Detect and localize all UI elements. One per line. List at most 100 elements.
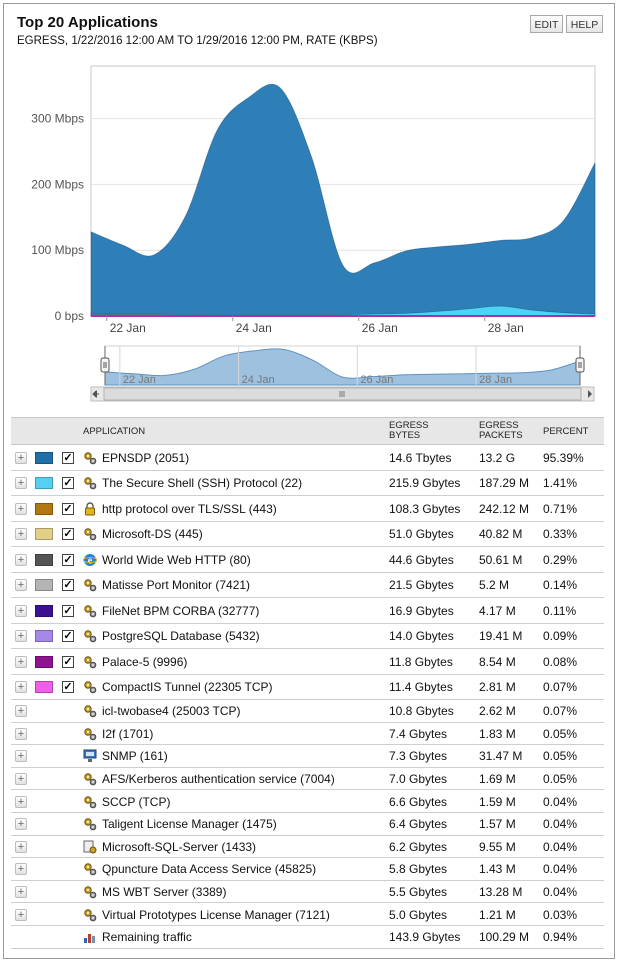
expand-row-button[interactable]: +: [15, 908, 27, 921]
table-row[interactable]: + icl-twobase4 (25003 TCP) 10.8 Gbytes 2.62…: [11, 700, 604, 723]
table-row[interactable]: + AFS/Kerberos authentication service (70…: [11, 768, 604, 791]
table-row[interactable]: + ✓ e World Wide Web HTTP (80) 44.6 Gbytes 50…: [11, 547, 604, 573]
expand-row-button[interactable]: +: [15, 655, 27, 668]
series-color-swatch[interactable]: [35, 451, 53, 464]
application-name[interactable]: The Secure Shell (SSH) Protocol (22): [102, 476, 303, 491]
series-color-swatch[interactable]: [35, 477, 53, 490]
help-button[interactable]: HELP: [566, 15, 603, 33]
table-row[interactable]: + SNMP (161) 7.3 Gbytes 31.47 M 0.05%: [11, 745, 604, 768]
percent: 0.14%: [543, 578, 578, 593]
series-visibility-checkbox[interactable]: ✓: [62, 655, 74, 668]
series-color-swatch[interactable]: [35, 579, 53, 592]
table-row[interactable]: + ✓ Palace-5 (9996) 11.8 Gbytes 8.54 M 0.08%: [11, 649, 604, 675]
series-visibility-checkbox[interactable]: ✓: [62, 528, 74, 541]
application-name[interactable]: Qpuncture Data Access Service (45825): [102, 862, 317, 877]
series-visibility-checkbox[interactable]: ✓: [62, 681, 74, 694]
expand-row-button[interactable]: +: [15, 773, 27, 786]
table-row[interactable]: + ✓ Matisse Port Monitor (7421) 21.5 Gbytes…: [11, 573, 604, 598]
table-row[interactable]: + ✓ PostgreSQL Database (5432) 14.0 Gbytes 1…: [11, 624, 604, 649]
table-row[interactable]: + ✓ EPNSDP (2051) 14.6 Tbytes 13.2 G 95.39%: [11, 445, 604, 471]
table-row[interactable]: + Virtual Prototypes License Manager (712…: [11, 903, 604, 926]
navigator-tick-label: 24 Jan: [242, 374, 275, 386]
expand-row-button[interactable]: +: [15, 630, 27, 643]
expand-row-button[interactable]: +: [15, 528, 27, 541]
expand-row-button[interactable]: +: [15, 818, 27, 831]
remaining-traffic-row[interactable]: Remaining traffic 143.9 Gbytes 100.29 M 0.9…: [11, 926, 604, 949]
series-color-swatch[interactable]: [35, 630, 53, 643]
table-row[interactable]: + ✓ The Secure Shell (SSH) Protocol (22) 21…: [11, 471, 604, 496]
application-name[interactable]: MS WBT Server (3389): [102, 885, 227, 900]
table-row[interactable]: + ✓ Microsoft-DS (445) 51.0 Gbytes 40.82 M 0.…: [11, 522, 604, 547]
navigator-handle-right[interactable]: [575, 357, 585, 373]
application-name[interactable]: I2f (1701): [102, 726, 154, 741]
application-name[interactable]: SNMP (161): [102, 749, 168, 764]
application-name[interactable]: Matisse Port Monitor (7421): [102, 578, 251, 593]
application-name[interactable]: EPNSDP (2051): [102, 450, 190, 465]
expand-row-button[interactable]: +: [15, 886, 27, 899]
series-color-swatch[interactable]: [35, 681, 53, 694]
col-header-percent[interactable]: PERCENT: [543, 426, 589, 437]
expand-row-button[interactable]: +: [15, 451, 27, 464]
edit-button[interactable]: EDIT: [530, 15, 563, 33]
application-name[interactable]: icl-twobase4 (25003 TCP): [102, 704, 241, 719]
series-visibility-checkbox[interactable]: ✓: [62, 630, 74, 643]
expand-row-button[interactable]: +: [15, 477, 27, 490]
application-name[interactable]: SCCP (TCP): [102, 794, 171, 809]
expand-row-button[interactable]: +: [15, 727, 27, 740]
expand-row-button[interactable]: +: [15, 705, 27, 718]
egress-packets: 50.61 M: [479, 552, 523, 567]
application-name[interactable]: Palace-5 (9996): [102, 654, 188, 669]
series-color-swatch[interactable]: [35, 528, 53, 541]
series-visibility-checkbox[interactable]: ✓: [62, 553, 74, 566]
application-name[interactable]: FileNet BPM CORBA (32777): [102, 603, 260, 618]
application-name[interactable]: Virtual Prototypes License Manager (7121…: [102, 907, 330, 922]
col-header-packets[interactable]: EGRESS PACKETS: [479, 421, 523, 441]
expand-row-button[interactable]: +: [15, 502, 27, 515]
series-visibility-checkbox[interactable]: ✓: [62, 579, 74, 592]
expand-row-button[interactable]: +: [15, 863, 27, 876]
expand-row-button[interactable]: +: [15, 553, 27, 566]
x-tick-label: 24 Jan: [236, 321, 272, 335]
series-color-swatch[interactable]: [35, 655, 53, 668]
series-visibility-checkbox[interactable]: ✓: [62, 477, 74, 490]
navigator-tick-label: 28 Jan: [479, 374, 512, 386]
egress-bytes: 6.4 Gbytes: [389, 817, 448, 832]
series-visibility-checkbox[interactable]: ✓: [62, 604, 74, 617]
expand-row-button[interactable]: +: [15, 795, 27, 808]
table-row[interactable]: + I2f (1701) 7.4 Gbytes 1.83 M 0.05%: [11, 723, 604, 746]
application-name[interactable]: Microsoft-SQL-Server (1433): [102, 839, 257, 854]
percent: 1.41%: [543, 476, 578, 491]
series-color-swatch[interactable]: [35, 553, 53, 566]
expand-row-button[interactable]: +: [15, 681, 27, 694]
col-header-bytes[interactable]: EGRESS BYTES: [389, 421, 429, 441]
table-row[interactable]: + Qpuncture Data Access Service (45825) 5.…: [11, 858, 604, 881]
table-row[interactable]: + Microsoft-SQL-Server (1433) 6.2 Gbytes 9.…: [11, 836, 604, 859]
table-row[interactable]: + ✓ CompactIS Tunnel (22305 TCP) 11.4 Gbyte…: [11, 675, 604, 700]
expand-row-button[interactable]: +: [15, 604, 27, 617]
application-name[interactable]: CompactIS Tunnel (22305 TCP): [102, 680, 273, 695]
application-name[interactable]: Taligent License Manager (1475): [102, 817, 277, 832]
application-name[interactable]: AFS/Kerberos authentication service (700…: [102, 772, 335, 787]
svg-text:e: e: [88, 555, 93, 566]
application-name[interactable]: http protocol over TLS/SSL (443): [102, 501, 277, 516]
series-color-swatch[interactable]: [35, 604, 53, 617]
series-color-swatch[interactable]: [35, 502, 53, 515]
navigator-handle-left[interactable]: [100, 357, 110, 373]
expand-row-button[interactable]: +: [15, 840, 27, 853]
application-name[interactable]: PostgreSQL Database (5432): [102, 629, 260, 644]
table-row[interactable]: + MS WBT Server (3389) 5.5 Gbytes 13.28 M 0.…: [11, 881, 604, 904]
table-row[interactable]: + Taligent License Manager (1475) 6.4 Gbyt…: [11, 813, 604, 836]
application-name[interactable]: Microsoft-DS (445): [102, 527, 203, 542]
table-row[interactable]: + SCCP (TCP) 6.6 Gbytes 1.59 M 0.04%: [11, 790, 604, 813]
col-header-application[interactable]: APPLICATION: [83, 426, 146, 437]
series-visibility-checkbox[interactable]: ✓: [62, 451, 74, 464]
series-visibility-checkbox[interactable]: ✓: [62, 502, 74, 515]
expand-row-button[interactable]: +: [15, 750, 27, 763]
table-row[interactable]: + ✓ http protocol over TLS/SSL (443) 108.3 …: [11, 496, 604, 522]
egress-packets: 1.69 M: [479, 772, 516, 787]
table-row[interactable]: + ✓ FileNet BPM CORBA (32777) 16.9 Gbytes 4.…: [11, 598, 604, 624]
egress-packets: 13.2 G: [479, 450, 516, 465]
application-name[interactable]: World Wide Web HTTP (80): [102, 552, 251, 567]
percent: 0.04%: [543, 839, 578, 854]
expand-row-button[interactable]: +: [15, 579, 27, 592]
